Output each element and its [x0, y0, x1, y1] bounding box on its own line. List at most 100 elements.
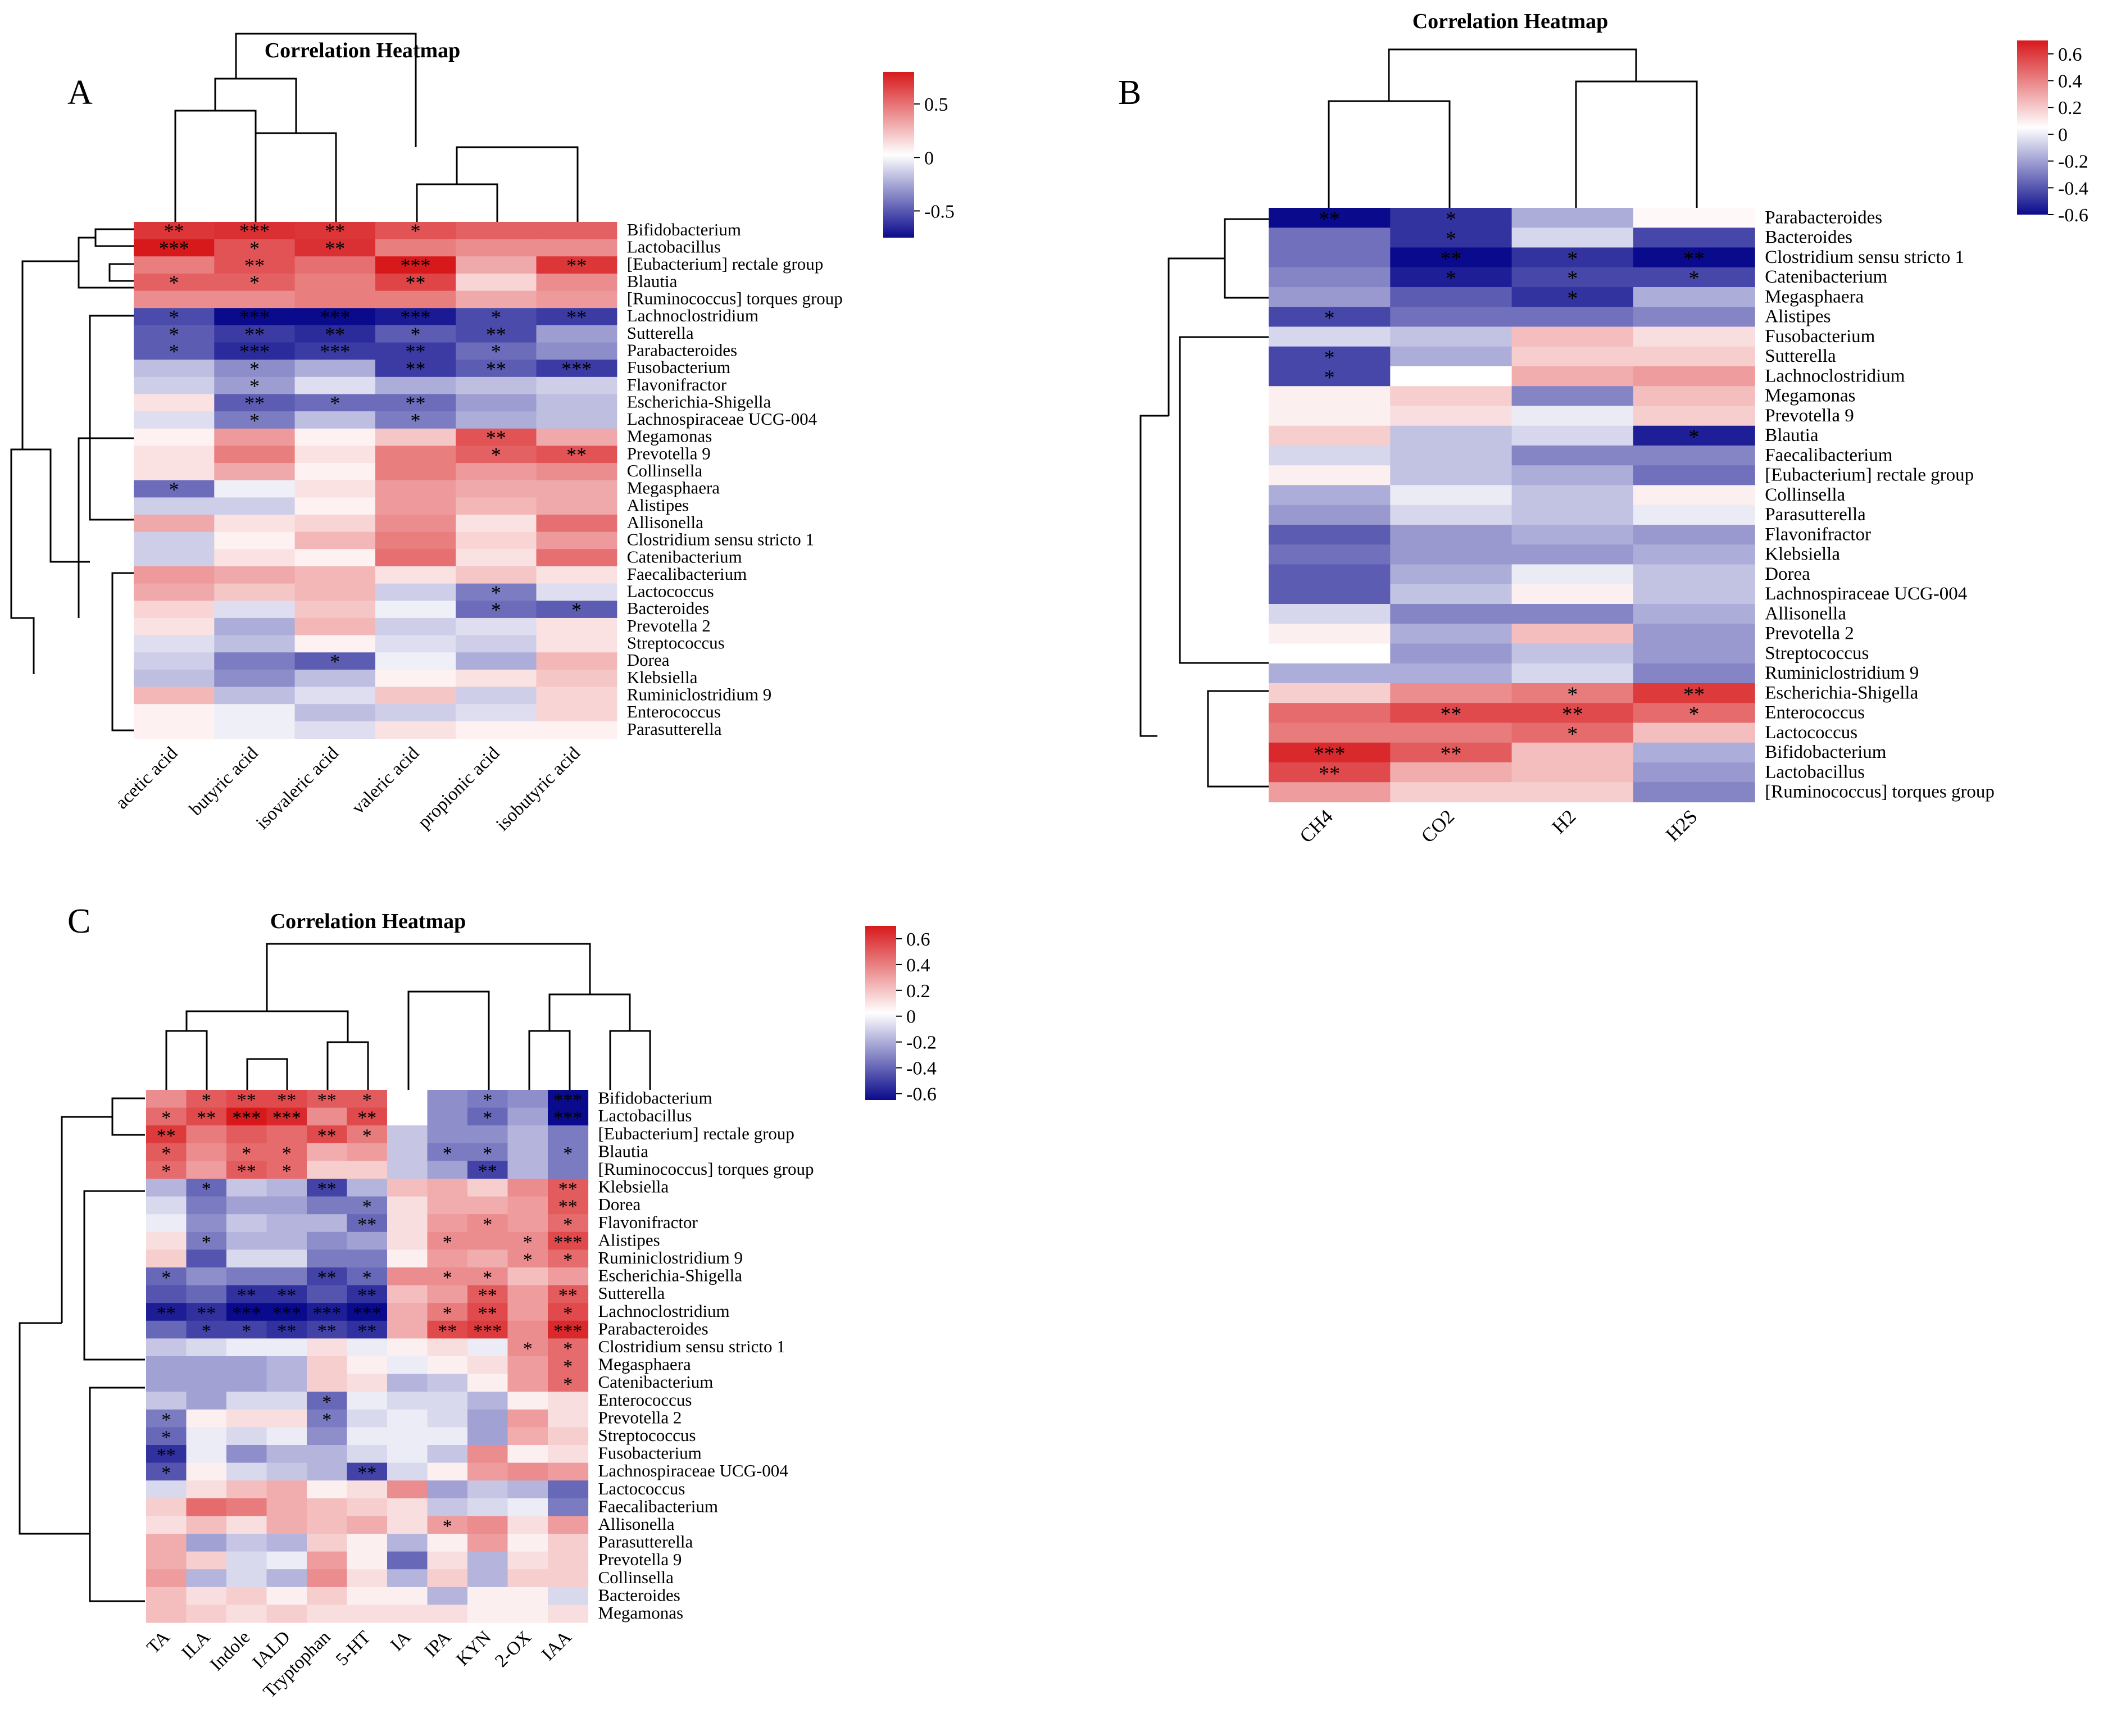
heatmap-a-cell: [214, 652, 296, 670]
heatmap-b-cell: [1511, 326, 1634, 347]
heatmap-c-row-label: Catenibacterium: [598, 1372, 714, 1392]
heatmap-c-cell: [226, 1196, 267, 1215]
heatmap-a-significance-mark: ***: [401, 254, 431, 276]
heatmap-c-significance-mark: **: [237, 1090, 256, 1111]
heatmap-c-significance-mark: *: [563, 1143, 573, 1164]
heatmap-c-column-label: TA: [143, 1627, 174, 1658]
heatmap-a-row-label: Parabacteroides: [627, 340, 737, 360]
heatmap-c-cell: [387, 1161, 428, 1179]
heatmap-b-row-label: Lachnoclostridium: [1765, 366, 1905, 386]
heatmap-c-significance-mark: ***: [553, 1108, 582, 1129]
heatmap-a-cell: [375, 376, 456, 395]
heatmap-b-cell: [1390, 525, 1512, 545]
heatmap-a-cell: [456, 463, 537, 481]
heatmap-c-significance-mark: *: [161, 1143, 171, 1164]
heatmap-c-cell: [226, 1125, 267, 1144]
heatmap-c-significance-mark: **: [157, 1125, 176, 1146]
heatmap-c-cell: [507, 1445, 548, 1464]
heatmap-c-cell: [427, 1161, 468, 1179]
heatmap-b-cell: [1633, 287, 1755, 307]
heatmap-c-cell: [266, 1285, 307, 1303]
heatmap-c-cell: [548, 1231, 589, 1250]
heatmap-c-row-label: Streptococcus: [598, 1425, 696, 1445]
heatmap-a-significance-mark: *: [491, 581, 501, 604]
heatmap-c-significance-mark: ***: [473, 1321, 502, 1342]
heatmap-c-cell: [548, 1303, 589, 1321]
heatmap-a-cell: [214, 446, 296, 463]
heatmap-c-cell: [427, 1427, 468, 1446]
heatmap-a-cell: [375, 687, 456, 705]
heatmap-b-cell: [1390, 386, 1512, 407]
heatmap-c-cell: [146, 1231, 187, 1250]
heatmap-a-cell: [294, 342, 376, 360]
heatmap-b-cell: [1269, 683, 1391, 703]
heatmap-a-cell: [134, 273, 215, 292]
heatmap-c-cell: [146, 1125, 187, 1144]
heatmap-a-cell: [536, 290, 617, 308]
heatmap-a-cell: [294, 446, 376, 463]
heatmap-c-row-label: Allisonella: [598, 1514, 675, 1534]
heatmap-c-cell: [507, 1409, 548, 1428]
heatmap-a-cell: [375, 222, 456, 240]
heatmap-c-cell: [467, 1551, 508, 1570]
heatmap-a-cell: [375, 290, 456, 308]
heatmap-c-cell: [347, 1462, 388, 1481]
heatmap-c-cell: [387, 1107, 428, 1126]
panel-letter-c: C: [67, 902, 90, 940]
heatmap-b-cell: [1511, 485, 1634, 506]
heatmap-a-significance-mark: *: [411, 409, 421, 431]
heatmap-c-cell: [307, 1374, 348, 1392]
heatmap-c-cell: [226, 1569, 267, 1588]
heatmap-c-cell: [347, 1143, 388, 1161]
heatmap-c-cell: [387, 1231, 428, 1250]
heatmap-c-cell: [507, 1214, 548, 1233]
heatmap-c-cell: [266, 1480, 307, 1499]
heatmap-c-significance-mark: *: [443, 1143, 452, 1164]
heatmap-b-significance-mark: *: [1446, 228, 1456, 251]
heatmap-a-cell: [134, 239, 215, 257]
heatmap-a-cell: [536, 463, 617, 481]
heatmap-c-row-label: Dorea: [598, 1194, 641, 1214]
heatmap-b-row-label: Klebsiella: [1765, 544, 1840, 565]
heatmap-c-cell: [186, 1249, 227, 1268]
heatmap-c-cell: [307, 1285, 348, 1303]
heatmap-b-cell: [1511, 465, 1634, 486]
heatmap-c-cell: [307, 1143, 348, 1161]
heatmap-b-cell: [1633, 267, 1755, 288]
heatmap-c-cell: [347, 1569, 388, 1588]
heatmap-c-cell: [347, 1303, 388, 1321]
heatmap-b-cell: [1511, 406, 1634, 426]
heatmap-c-cell: [427, 1374, 468, 1392]
heatmap-b-cell: [1269, 505, 1391, 525]
heatmap-b-cell: [1633, 307, 1755, 328]
heatmap-a-significance-mark: *: [491, 340, 501, 363]
heatmap-c-significance-mark: *: [202, 1321, 211, 1342]
heatmap-c-cell: [427, 1392, 468, 1410]
heatmap-b-significance-mark: *: [1689, 267, 1700, 290]
heatmap-c-cell: [186, 1356, 227, 1375]
heatmap-a: ** *** ** **** * **** *** *** * *** *** *** *** * *** *…: [112, 220, 843, 835]
heatmap-a-row-label: Streptococcus: [627, 633, 725, 653]
heatmap-c-cell: [427, 1551, 468, 1570]
heatmap-a-cell: [214, 376, 296, 395]
heatmap-b-cell: [1633, 663, 1755, 684]
heatmap-c-cell: [387, 1303, 428, 1321]
heatmap-a-cell: [294, 376, 376, 395]
heatmap-c-significance-mark: *: [443, 1267, 452, 1288]
heatmap-b-cell: [1511, 525, 1634, 545]
heatmap-a-cell: [214, 428, 296, 447]
heatmap-a-cell: [294, 635, 376, 653]
heatmap-c-row-label: Enterococcus: [598, 1390, 692, 1410]
heatmap-a-row-label: Clostridium sensu stricto 1: [627, 530, 814, 549]
heatmap-c-cell: [507, 1231, 548, 1250]
heatmap-c-cell: [186, 1409, 227, 1428]
heatmap-b-row-label: Bacteroides: [1765, 228, 1852, 248]
heatmap-c-cell: [347, 1427, 388, 1446]
heatmap-c-cell: [387, 1179, 428, 1197]
heatmap-b-cell: [1633, 346, 1755, 367]
heatmap-a-significance-mark: *: [249, 409, 260, 431]
heatmap-a-cell: [294, 360, 376, 378]
heatmap-a-cell: [214, 635, 296, 653]
heatmap-b-cell: [1390, 287, 1512, 307]
heatmap-b-cell: [1633, 762, 1755, 783]
